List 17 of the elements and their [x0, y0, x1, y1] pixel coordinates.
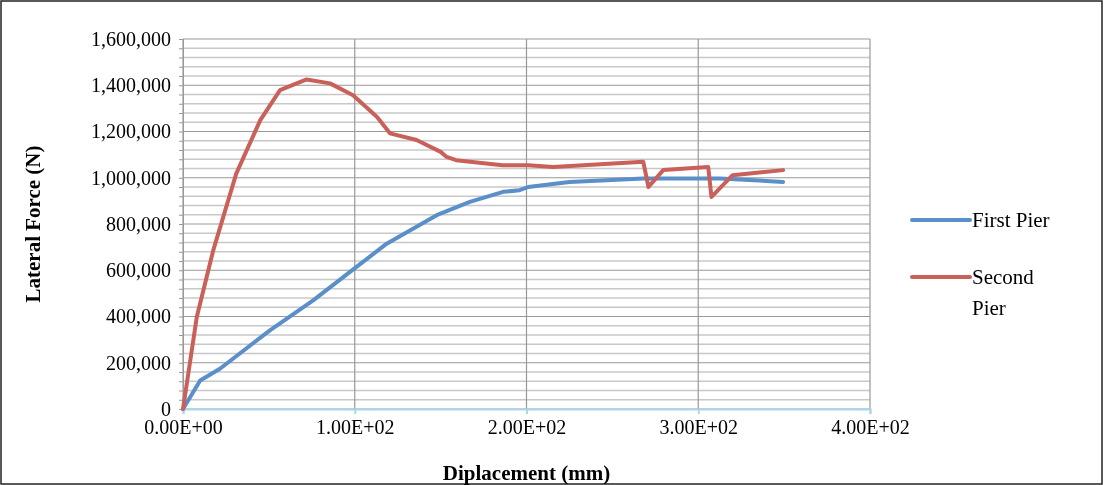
x-tick-label: 1.00E+02 [316, 416, 395, 439]
x-tick-label: 2.00E+02 [487, 416, 567, 439]
y-tick-label: 800,000 [106, 212, 171, 235]
y-tick-label: 1,000,000 [91, 166, 171, 189]
legend-label: First Pier [972, 208, 1050, 232]
legend-label: Second Pier [972, 265, 1035, 320]
y-tick-label: 200,000 [106, 351, 171, 374]
line-series [181, 77, 786, 411]
y-tick-label: 1,200,000 [91, 120, 171, 143]
y-axis-title: Lateral Force (N) [21, 145, 45, 303]
y-tick-label: 1,600,000 [91, 27, 171, 50]
y-tick-label: 400,000 [106, 305, 171, 328]
y-tick-label: 1,400,000 [91, 74, 171, 97]
x-tick-label: 4.00E+02 [831, 416, 910, 439]
x-axis-title: Diplacement (mm) [442, 461, 611, 485]
y-tick-label: 600,000 [106, 259, 171, 282]
x-tick-label: 3.00E+02 [659, 416, 738, 439]
